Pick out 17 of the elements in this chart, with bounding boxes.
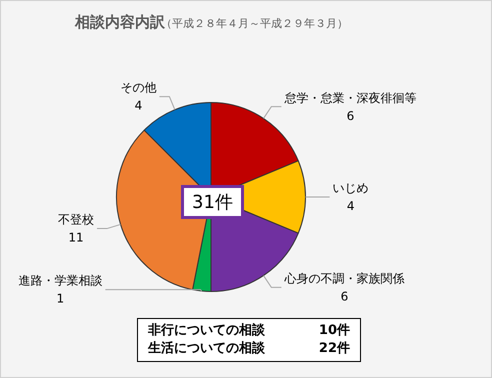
data-label: 4	[134, 98, 142, 113]
data-label: 6	[346, 108, 354, 123]
slice-label: いじめ	[332, 181, 369, 196]
text: 生活についての相談	[148, 340, 265, 358]
text: 22件	[318, 340, 350, 358]
text: 非行についての相談	[148, 322, 265, 340]
slice-label: 進路・学業相談	[18, 274, 102, 288]
data-label: 11	[68, 230, 84, 245]
data-label: 4	[346, 199, 354, 214]
text: 31件	[181, 185, 244, 219]
slice-label: 不登校	[58, 212, 94, 227]
slice-label: 怠学・怠業・深夜徘徊等	[283, 90, 416, 105]
slice-label: その他	[120, 80, 156, 95]
data-label: 1	[56, 292, 64, 306]
data-label: 6	[340, 289, 348, 304]
text: 10件	[318, 322, 350, 340]
slice-label: 心身の不調・家族関係	[283, 271, 404, 286]
